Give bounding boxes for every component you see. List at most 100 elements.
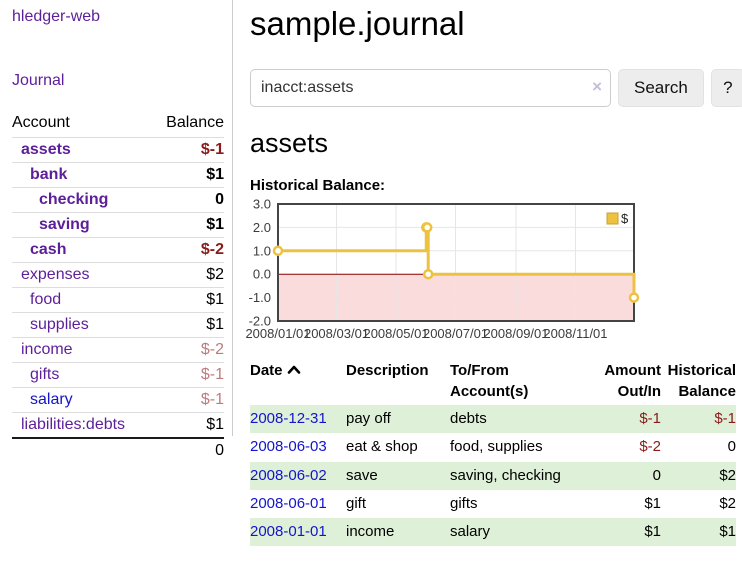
svg-text:1.0: 1.0	[253, 243, 271, 258]
transaction-description: pay off	[346, 405, 450, 434]
transaction-date-link[interactable]: 2008-12-31	[250, 410, 327, 427]
help-button[interactable]: ?	[710, 69, 742, 107]
account-heading: assets	[250, 128, 329, 158]
transaction-amount: $1	[644, 494, 661, 512]
account-balance: $2	[206, 266, 224, 283]
clear-search-icon[interactable]: ×	[592, 77, 602, 96]
account-link[interactable]: supplies	[30, 316, 89, 333]
account-link[interactable]: salary	[30, 391, 73, 408]
svg-text:2008/05/01: 2008/05/01	[363, 326, 428, 341]
register-col-date[interactable]: Date	[250, 357, 346, 405]
transaction-balance: $2	[661, 461, 736, 490]
transaction-amount: $1	[583, 518, 661, 547]
search-button[interactable]: Search	[618, 69, 704, 107]
account-link[interactable]: liabilities:debts	[21, 416, 126, 433]
page: hledger-web Journal Account Balance asse…	[0, 0, 742, 547]
transaction-accounts: gifts	[450, 494, 478, 512]
account-link[interactable]: income	[21, 341, 73, 358]
transaction-balance: $-1	[661, 405, 736, 434]
transaction-balance: $1	[661, 518, 736, 547]
account-row: saving $1	[12, 212, 224, 238]
transaction-date-link[interactable]: 2008-01-01	[250, 523, 327, 540]
sort-ascending-icon	[287, 360, 301, 381]
account-balance: $1	[206, 416, 224, 433]
account-link[interactable]: assets	[21, 141, 71, 158]
svg-text:2008/09/01: 2008/09/01	[483, 326, 548, 341]
chart-title: Historical Balance:	[250, 177, 386, 194]
account-balance: 0	[215, 191, 224, 208]
svg-text:2008/07/01: 2008/07/01	[423, 326, 488, 341]
account-balance: $-1	[200, 366, 224, 383]
account-row: assets $-1	[12, 137, 224, 163]
transaction-balance: $2	[719, 494, 736, 512]
transaction-date-link[interactable]: 2008-06-02	[250, 466, 327, 484]
register-table-body: 2008-12-31 pay off debts $-1 $-1 2008-06…	[250, 405, 736, 547]
account-link[interactable]: checking	[39, 191, 109, 208]
transaction-accounts: saving, checking	[450, 461, 583, 490]
account-link[interactable]: bank	[30, 166, 68, 183]
account-link[interactable]: food	[30, 291, 62, 308]
account-link[interactable]: gifts	[30, 366, 60, 383]
account-balance: $-1	[200, 391, 224, 408]
main-content: sample.journal × Search ? assets Histori…	[233, 0, 742, 547]
historical-balance-chart: $3.0 2.0 1.0 0.0 -1.0 -2.0 2008/01/01 2008/03/0…	[240, 197, 710, 345]
account-balance: $1	[206, 316, 224, 333]
account-link[interactable]: cash	[30, 241, 67, 258]
account-row: food $1	[12, 287, 224, 313]
sidebar-item-journal[interactable]: Journal	[12, 72, 65, 89]
account-row: income $-2	[12, 337, 224, 363]
register-row: 2008-06-01 gift gifts $1 $2	[250, 490, 736, 518]
transaction-description: gift	[346, 494, 367, 512]
svg-text:-2.0: -2.0	[249, 314, 271, 329]
register-row: 2008-12-31 pay off debts $-1 $-1	[250, 405, 736, 434]
svg-text:2008/11/01: 2008/11/01	[543, 326, 607, 341]
transaction-date-link[interactable]: 2008-06-01	[250, 494, 327, 512]
account-balance: $1	[206, 166, 224, 183]
svg-text:0.0: 0.0	[253, 267, 271, 282]
register-row: 2008-06-02 save saving, checking 0 $2	[250, 461, 736, 490]
search-box: ×	[250, 69, 611, 107]
register-table: Date Description To/From Account(s) Amou…	[250, 357, 736, 547]
sidebar: hledger-web Journal Account Balance asse…	[0, 0, 233, 464]
account-row: gifts $-1	[12, 362, 224, 388]
account-row: expenses $2	[12, 262, 224, 288]
account-row: salary $-1	[12, 387, 224, 413]
svg-text:3.0: 3.0	[253, 197, 271, 212]
transaction-amount: $-1	[583, 405, 661, 434]
accounts-table: Account Balance assets $-1 bank $1 check…	[12, 111, 224, 464]
transaction-balance: 0	[727, 438, 736, 456]
svg-text:$: $	[621, 211, 629, 226]
svg-text:-1.0: -1.0	[249, 290, 271, 305]
account-balance: $-1	[200, 141, 224, 158]
transaction-description: income	[346, 518, 450, 547]
transaction-description: save	[346, 461, 450, 490]
register-col-balance: Historical Balance	[667, 362, 736, 400]
account-row: bank $1	[12, 162, 224, 188]
search-form: × Search ?	[250, 69, 742, 107]
page-title: sample.journal	[250, 5, 465, 42]
transaction-accounts: salary	[450, 518, 583, 547]
register-row: 2008-06-03 eat & shop food, supplies $-2…	[250, 433, 736, 461]
account-row: supplies $1	[12, 312, 224, 338]
brand-link[interactable]: hledger-web	[12, 8, 101, 25]
svg-text:2008/01/01: 2008/01/01	[245, 326, 310, 341]
accounts-total-row: 0	[12, 437, 224, 464]
account-balance: $-2	[200, 241, 224, 258]
account-balance: $-2	[200, 341, 224, 358]
register-row: 2008-01-01 income salary $1 $1	[250, 518, 736, 547]
register-col-description: Description	[346, 362, 429, 379]
account-link[interactable]: saving	[39, 216, 90, 233]
register-col-accounts: To/From Account(s)	[450, 362, 529, 400]
transaction-accounts: debts	[450, 405, 583, 434]
transaction-description: eat & shop	[346, 438, 418, 456]
accounts-total-value: 0	[152, 437, 224, 464]
search-input[interactable]	[250, 69, 611, 107]
account-balance: $1	[206, 216, 224, 233]
chart-canvas: $3.0 2.0 1.0 0.0 -1.0 -2.02008/01/012008/03/0…	[245, 197, 640, 341]
transaction-amount: $-2	[639, 438, 661, 456]
accounts-col-balance: Balance	[166, 114, 224, 131]
account-link[interactable]: expenses	[21, 266, 90, 283]
svg-text:2008/03/01: 2008/03/01	[304, 326, 369, 341]
transaction-date-link[interactable]: 2008-06-03	[250, 438, 327, 456]
account-balance: $1	[206, 291, 224, 308]
